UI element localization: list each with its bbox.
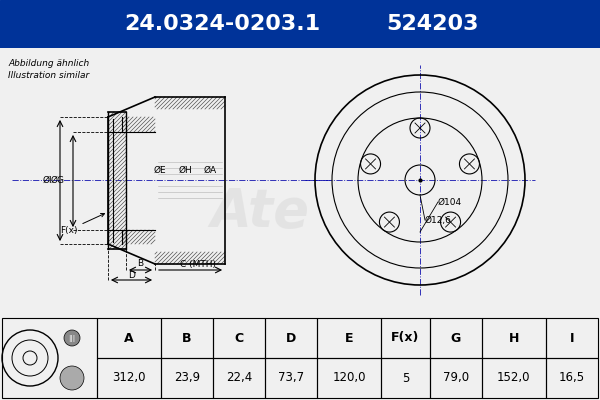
Text: F(x): F(x) xyxy=(391,332,419,344)
Text: D: D xyxy=(286,332,296,344)
Text: Illustration similar: Illustration similar xyxy=(8,70,89,80)
Text: C: C xyxy=(235,332,244,344)
Text: 73,7: 73,7 xyxy=(278,372,304,384)
Bar xyxy=(546,358,598,398)
Bar xyxy=(265,318,317,358)
Text: Abbildung ähnlich: Abbildung ähnlich xyxy=(8,60,89,68)
Text: ØH: ØH xyxy=(178,166,192,174)
Text: D: D xyxy=(128,270,135,280)
Text: A: A xyxy=(124,332,134,344)
Text: I: I xyxy=(569,332,574,344)
Bar xyxy=(97,358,161,398)
Text: E: E xyxy=(345,332,353,344)
Circle shape xyxy=(64,330,80,346)
Bar xyxy=(2,318,97,398)
Text: 524203: 524203 xyxy=(386,14,478,34)
Text: Ate: Ate xyxy=(211,186,310,238)
Bar xyxy=(265,358,317,398)
Text: C (MTH): C (MTH) xyxy=(180,260,216,268)
Text: H: H xyxy=(509,332,519,344)
Bar xyxy=(381,358,430,398)
Text: B: B xyxy=(137,260,143,268)
Bar xyxy=(546,318,598,358)
Text: F(x): F(x) xyxy=(60,214,104,234)
Circle shape xyxy=(60,366,84,390)
Text: ØA: ØA xyxy=(203,166,217,174)
Bar xyxy=(482,318,546,358)
Text: 23,9: 23,9 xyxy=(174,372,200,384)
Text: 24.0324-0203.1: 24.0324-0203.1 xyxy=(124,14,320,34)
Bar xyxy=(430,358,482,398)
Bar xyxy=(97,318,161,358)
Text: ØG: ØG xyxy=(51,176,65,184)
Text: 152,0: 152,0 xyxy=(497,372,530,384)
Bar xyxy=(317,358,381,398)
Text: ØI: ØI xyxy=(43,176,52,184)
Text: 16,5: 16,5 xyxy=(559,372,585,384)
Bar xyxy=(161,318,213,358)
Text: 79,0: 79,0 xyxy=(443,372,469,384)
Text: |||: ||| xyxy=(68,334,76,342)
Bar xyxy=(213,318,265,358)
Text: 120,0: 120,0 xyxy=(332,372,366,384)
Text: 312,0: 312,0 xyxy=(112,372,146,384)
Text: G: G xyxy=(451,332,461,344)
Text: B: B xyxy=(182,332,191,344)
Text: Ø104: Ø104 xyxy=(438,198,462,206)
Bar xyxy=(482,358,546,398)
Text: Ø12,6: Ø12,6 xyxy=(425,216,452,224)
Bar xyxy=(381,318,430,358)
Text: 22,4: 22,4 xyxy=(226,372,252,384)
Bar xyxy=(213,358,265,398)
Text: 5: 5 xyxy=(402,372,409,384)
Text: ØE: ØE xyxy=(154,166,166,174)
Bar xyxy=(317,318,381,358)
Bar xyxy=(161,358,213,398)
Bar xyxy=(430,318,482,358)
